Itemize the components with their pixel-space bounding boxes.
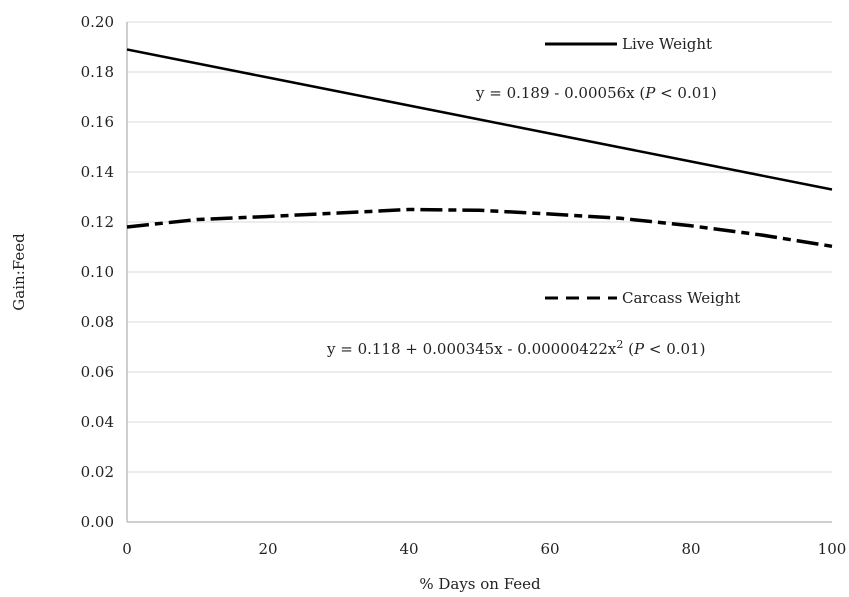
grid [127, 21, 832, 473]
y-tick-label: 0.06 [81, 363, 114, 381]
y-tick-label: 0.10 [81, 263, 114, 281]
y-tick-label: 0.18 [81, 63, 114, 81]
y-tick-label: 0.12 [81, 213, 114, 231]
y-tick-label: 0.08 [81, 313, 114, 331]
y-tick-label: 0.00 [81, 513, 114, 531]
x-tick-label: 0 [122, 540, 132, 558]
y-tick-label: 0.02 [81, 463, 114, 481]
x-axis-title: % Days on Feed [419, 575, 541, 593]
y-tick-label: 0.14 [81, 163, 114, 181]
x-tick-label: 60 [540, 540, 559, 558]
y-tick-label: 0.04 [81, 413, 114, 431]
x-tick-label: 80 [681, 540, 700, 558]
x-tick-label: 40 [399, 540, 418, 558]
legend-label-carcass-weight: Carcass Weight [622, 289, 740, 307]
equation-live-weight: y = 0.189 - 0.00056x (P < 0.01) [475, 84, 717, 102]
x-tick-label: 100 [818, 540, 847, 558]
y-axis-title: Gain:Feed [10, 233, 28, 311]
x-tick-labels: 0 20 40 60 80 100 [122, 540, 846, 558]
legend-label-live-weight: Live Weight [622, 35, 712, 53]
y-tick-label: 0.20 [81, 13, 114, 31]
y-tick-label: 0.16 [81, 113, 114, 131]
y-tick-labels: 0.00 0.02 0.04 0.06 0.08 0.10 0.12 0.14 0.16 0.18… [81, 13, 114, 531]
series-lines [126, 48, 833, 249]
x-tick-label: 20 [258, 540, 277, 558]
equation-carcass-weight: y = 0.118 + 0.000345x - 0.00000422x2 (P … [326, 338, 705, 358]
series-line-carcass-weight [126, 207, 833, 249]
series-line-live-weight [126, 48, 833, 191]
